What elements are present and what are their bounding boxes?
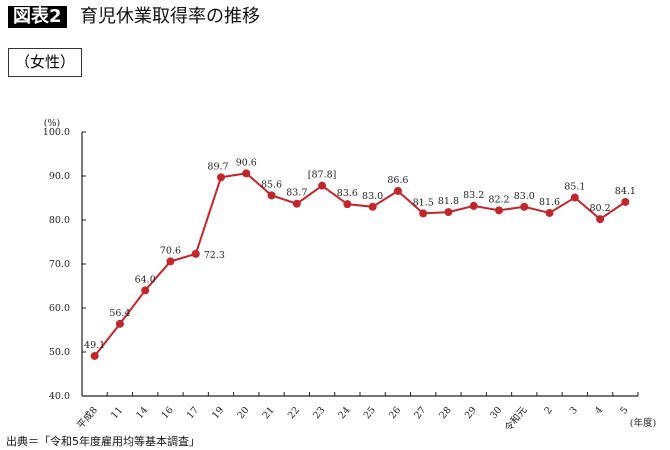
data-label: 83.7	[286, 188, 307, 199]
series-line	[93, 172, 626, 357]
data-point	[166, 257, 175, 266]
x-tick-label: 4	[593, 405, 605, 417]
data-point	[621, 197, 630, 206]
data-label: 85.6	[261, 179, 282, 190]
x-tick-label: 17	[185, 405, 201, 421]
page-title: 育児休業取得率の推移	[80, 6, 260, 27]
data-label: 72.3	[204, 250, 225, 261]
data-label: 84.1	[615, 186, 636, 197]
data-point	[343, 200, 352, 209]
data-point	[419, 209, 428, 218]
data-point	[242, 169, 251, 178]
data-label: 80.2	[590, 203, 611, 214]
x-tick-label: 20	[235, 405, 251, 421]
data-label: 81.5	[413, 197, 434, 208]
data-point	[368, 202, 377, 211]
y-tick-label: 80.0	[49, 215, 70, 226]
x-tick-label: 23	[311, 405, 327, 421]
data-point	[545, 208, 554, 217]
x-tick-label: 29	[463, 405, 479, 421]
y-tick-label: 50.0	[49, 347, 70, 358]
data-point	[495, 206, 503, 215]
x-tick-label: 27	[412, 405, 428, 421]
x-tick-label: 28	[438, 405, 454, 421]
data-label: 81.8	[438, 196, 459, 207]
data-point	[393, 186, 402, 195]
x-tick-label: 30	[488, 405, 504, 421]
y-tick-label: 100.0	[43, 127, 70, 138]
data-point	[191, 249, 200, 258]
data-point	[318, 181, 327, 190]
data-label: 90.6	[236, 157, 257, 168]
data-point	[217, 173, 225, 182]
source-note: 出典＝「令和5年度雇用均等基本調査」	[6, 435, 200, 448]
data-label: 83.0	[362, 191, 383, 202]
data-label: 56.4	[109, 308, 130, 319]
data-point	[520, 202, 529, 211]
data-label: 85.1	[564, 182, 585, 193]
x-tick-label: 3	[568, 405, 580, 417]
x-tick-label: 11	[109, 405, 125, 421]
data-label: 86.6	[387, 175, 408, 186]
data-label: 83.6	[337, 188, 358, 199]
x-tick-label: 22	[286, 405, 302, 421]
figure-badge: 図表2	[8, 6, 67, 28]
x-tick-label: 14	[134, 405, 150, 421]
x-tick-label: 16	[160, 405, 176, 421]
x-tick-label: 26	[387, 405, 403, 421]
data-point	[570, 193, 579, 202]
data-label: 81.6	[539, 197, 560, 208]
data-point	[444, 208, 453, 217]
data-point	[596, 215, 605, 224]
x-tick-label: 5	[618, 405, 630, 417]
data-label: 82.2	[488, 194, 509, 205]
data-label: 83.0	[514, 191, 535, 202]
data-label: [87.8]	[308, 170, 337, 181]
data-point	[115, 319, 124, 328]
x-axis-unit: (年度)	[630, 417, 656, 429]
x-tick-label: 24	[336, 405, 352, 421]
x-tick-label: 令和元	[502, 404, 530, 434]
x-tick-label: 平成8	[75, 404, 100, 431]
y-tick-label: 60.0	[49, 303, 70, 314]
x-tick-label: 21	[261, 405, 277, 421]
data-label: 64.0	[135, 274, 156, 285]
y-tick-label: 90.0	[49, 171, 70, 182]
subtitle-box: （女性）	[8, 48, 82, 77]
data-label: 89.7	[207, 161, 228, 172]
data-point	[90, 351, 99, 360]
y-tick-label: 40.0	[49, 391, 70, 402]
data-point	[267, 191, 276, 200]
y-tick-label: 70.0	[49, 259, 70, 270]
x-tick-label: 25	[362, 405, 378, 421]
y-axis-unit: (%)	[44, 118, 60, 129]
data-label: 49.1	[84, 340, 105, 351]
x-tick-label: 2	[543, 405, 555, 417]
data-point	[292, 199, 301, 208]
data-label: 70.6	[160, 245, 181, 256]
data-label: 83.2	[463, 190, 484, 201]
x-tick-label: 19	[210, 405, 226, 421]
data-point	[469, 201, 478, 210]
data-point	[141, 286, 150, 295]
